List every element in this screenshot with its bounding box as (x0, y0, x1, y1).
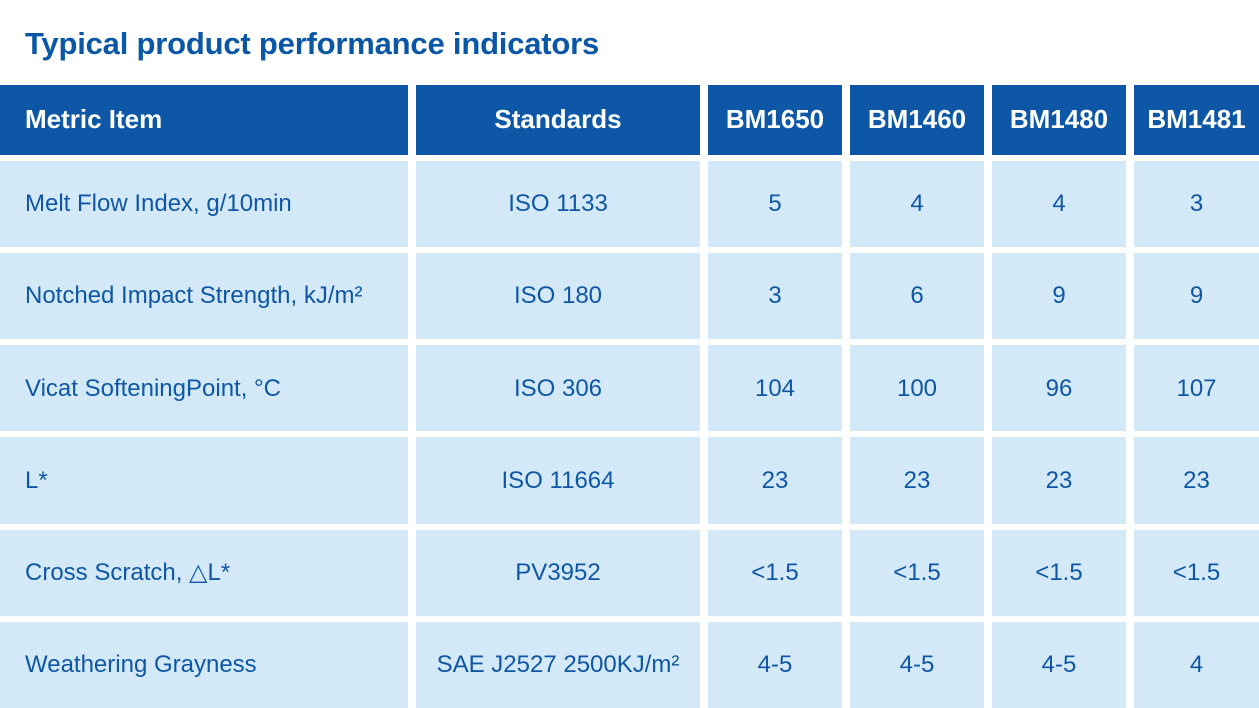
value-cell: <1.5 (850, 529, 984, 616)
value-cell: 9 (992, 253, 1126, 340)
value-cell: 23 (850, 437, 984, 524)
value-cell: 23 (1134, 437, 1259, 524)
standard-cell: ISO 306 (416, 345, 700, 432)
standard-cell: SAE J2527 2500KJ/m² (416, 621, 700, 708)
performance-table: Metric Item Standards BM1650 BM1460 BM14… (0, 85, 1259, 708)
value-cell: 4 (992, 161, 1126, 248)
value-cell: 104 (708, 345, 842, 432)
column-header-bm1460: BM1460 (850, 85, 984, 155)
standard-cell: ISO 1133 (416, 161, 700, 248)
metric-cell: Cross Scratch, △L* (0, 529, 408, 616)
value-cell: 4 (850, 161, 984, 248)
value-cell: 5 (708, 161, 842, 248)
column-header-bm1481: BM1481 (1134, 85, 1259, 155)
value-cell: <1.5 (1134, 529, 1259, 616)
value-cell: 3 (1134, 161, 1259, 248)
standard-cell: ISO 11664 (416, 437, 700, 524)
column-header-bm1480: BM1480 (992, 85, 1126, 155)
standard-cell: PV3952 (416, 529, 700, 616)
metric-cell: Weathering Grayness (0, 621, 408, 708)
column-header-bm1650: BM1650 (708, 85, 842, 155)
value-cell: <1.5 (708, 529, 842, 616)
metric-cell: Notched Impact Strength, kJ/m² (0, 253, 408, 340)
value-cell: 4-5 (850, 621, 984, 708)
value-cell: 4-5 (708, 621, 842, 708)
value-cell: 107 (1134, 345, 1259, 432)
value-cell: 9 (1134, 253, 1259, 340)
value-cell: 23 (708, 437, 842, 524)
value-cell: 3 (708, 253, 842, 340)
value-cell: 6 (850, 253, 984, 340)
value-cell: 96 (992, 345, 1126, 432)
column-header-standards: Standards (416, 85, 700, 155)
value-cell: <1.5 (992, 529, 1126, 616)
value-cell: 23 (992, 437, 1126, 524)
metric-cell: Vicat SofteningPoint, °C (0, 345, 408, 432)
value-cell: 4-5 (992, 621, 1126, 708)
value-cell: 100 (850, 345, 984, 432)
metric-cell: Melt Flow Index, g/10min (0, 161, 408, 248)
metric-cell: L* (0, 437, 408, 524)
standard-cell: ISO 180 (416, 253, 700, 340)
column-header-metric-item: Metric Item (0, 85, 408, 155)
page-title: Typical product performance indicators (25, 26, 600, 61)
value-cell: 4 (1134, 621, 1259, 708)
